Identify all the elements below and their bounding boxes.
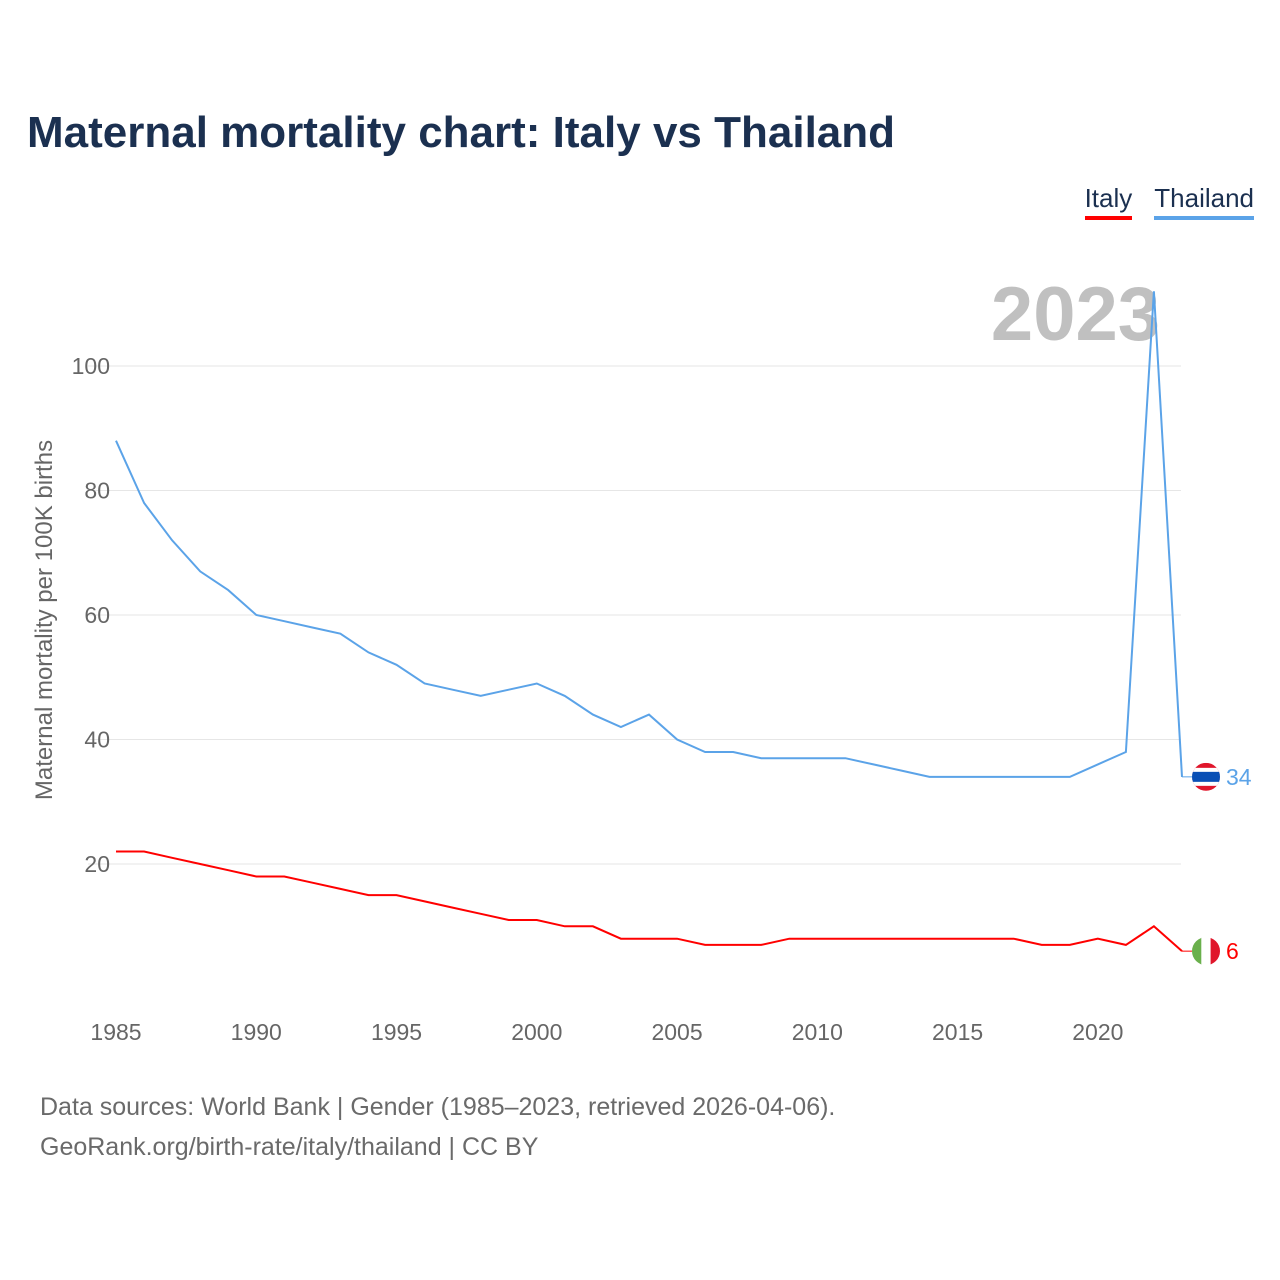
y-tick-label: 60 bbox=[84, 602, 110, 628]
x-tick-label: 2010 bbox=[792, 1019, 843, 1045]
series-line-italy bbox=[116, 850, 1183, 952]
y-axis-label: Maternal mortality per 100K births bbox=[31, 440, 58, 800]
x-tick-label: 2015 bbox=[932, 1019, 983, 1045]
x-tick-label: 2020 bbox=[1072, 1019, 1123, 1045]
x-tick-label: 1990 bbox=[231, 1019, 282, 1045]
y-tick-label: 80 bbox=[84, 478, 110, 504]
y-tick-label: 40 bbox=[84, 727, 110, 753]
legend: Italy Thailand bbox=[1084, 183, 1254, 220]
end-value-label: 6 bbox=[1226, 938, 1239, 964]
x-tick-label: 2005 bbox=[651, 1019, 702, 1045]
data-source: Data sources: World Bank | Gender (1985–… bbox=[40, 1093, 836, 1121]
chart-title: Maternal mortality chart: Italy vs Thail… bbox=[27, 108, 896, 157]
source-link[interactable]: GeoRank.org/birth-rate/italy/thailand | … bbox=[40, 1133, 539, 1161]
y-tick-label: 20 bbox=[84, 851, 110, 877]
legend-item-italy[interactable]: Italy bbox=[1084, 183, 1133, 220]
flag-italy-icon bbox=[1192, 937, 1220, 966]
x-tick-label: 1995 bbox=[371, 1019, 422, 1045]
footer: Data sources: World Bank | Gender (1985–… bbox=[40, 1087, 835, 1167]
legend-item-thailand[interactable]: Thailand bbox=[1154, 183, 1254, 220]
year-watermark: 2023 bbox=[991, 272, 1160, 357]
x-tick-label: 2000 bbox=[511, 1019, 562, 1045]
series-line-thailand bbox=[115, 291, 1183, 778]
flag-thailand-icon bbox=[1192, 762, 1220, 791]
y-tick-label: 100 bbox=[72, 353, 110, 379]
x-tick-label: 1985 bbox=[90, 1019, 141, 1045]
end-value-label: 34 bbox=[1226, 764, 1252, 790]
